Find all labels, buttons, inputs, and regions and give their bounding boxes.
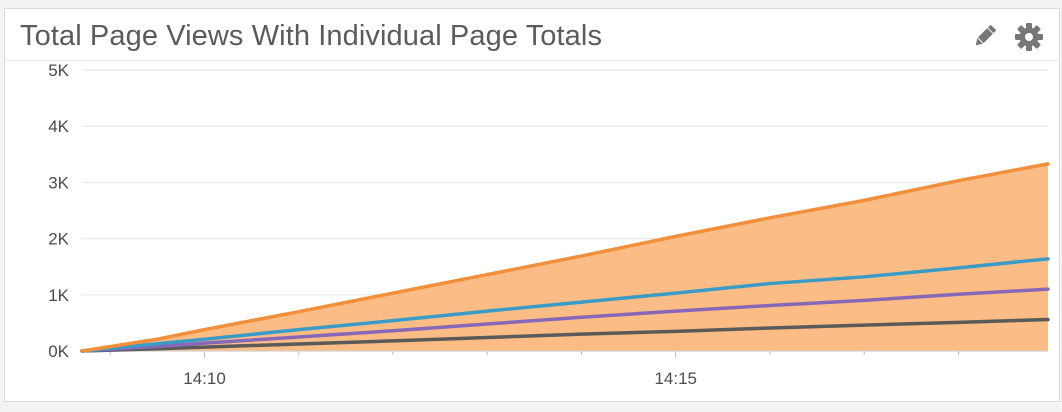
pencil-icon[interactable]: [971, 22, 999, 50]
x-tick-label: 14:15: [654, 369, 697, 388]
series-line-2: [80, 287, 1050, 353]
x-tick-label: 14:10: [183, 369, 226, 388]
y-tick-label: 4K: [48, 117, 69, 136]
y-tick-label: 2K: [48, 230, 69, 249]
gear-icon[interactable]: [1014, 22, 1043, 51]
y-tick-label: 0K: [48, 342, 69, 361]
widget-title: Total Page Views With Individual Page To…: [20, 20, 603, 52]
y-tick-label: 1K: [48, 286, 69, 305]
series-line-3: [80, 317, 1050, 353]
widget-header: Total Page Views With Individual Page To…: [5, 9, 1059, 61]
series-line-1: [80, 257, 1050, 353]
series-line-0: [80, 162, 1050, 353]
y-tick-label: 5K: [48, 61, 69, 80]
y-tick-label: 3K: [48, 173, 69, 192]
